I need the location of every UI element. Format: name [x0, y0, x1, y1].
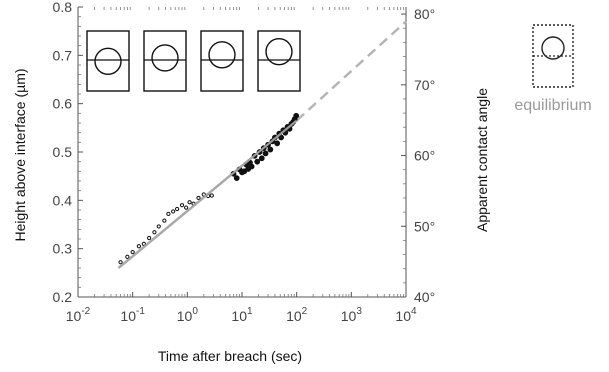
y-tick-label: 0.8 [53, 0, 73, 15]
x-tick-label: 100 [177, 306, 199, 324]
y2-tick-label: 70° [414, 77, 435, 93]
y2-tick-label: 60° [414, 148, 435, 164]
drop-circle-icon [208, 41, 236, 69]
x-tick-label: 10-1 [120, 306, 145, 324]
drop-inset [143, 30, 187, 92]
x-tick-label: 101 [231, 306, 253, 324]
inset-frame [86, 30, 130, 92]
data-point [267, 146, 274, 153]
x-tick-label: 102 [286, 306, 308, 324]
x-axis-label: Time after breach (sec) [158, 348, 302, 364]
data-point [248, 163, 255, 170]
plot-area [117, 20, 407, 269]
drop-insets [86, 30, 301, 92]
y-tick-label: 0.6 [53, 96, 73, 112]
data-point [262, 150, 269, 157]
data-point [233, 175, 240, 182]
y2-tick-label: 80° [414, 6, 435, 22]
y2-tick-label: 50° [414, 218, 435, 234]
equilibrium-drop-icon [541, 36, 565, 60]
drop-inset [200, 30, 244, 92]
data-point [179, 203, 185, 208]
y-tick-label: 0.2 [53, 289, 73, 305]
data-point [196, 195, 201, 201]
data-point [278, 134, 285, 141]
data-point [141, 241, 146, 246]
data-point [162, 218, 167, 223]
data-point [187, 200, 192, 205]
drop-inset [257, 30, 301, 92]
data-point [118, 260, 123, 265]
x-tick-label: 103 [341, 306, 363, 324]
data-point [136, 244, 141, 249]
data-point [209, 193, 214, 198]
equilibrium-label: equilibrium [514, 97, 591, 114]
data-point [171, 209, 176, 214]
x-axis: 10-2 10-1 100 101 102 103 104 [66, 7, 417, 324]
y-axis-left: 0.2 0.3 0.4 0.5 0.6 0.7 0.8 [53, 0, 83, 305]
data-point [125, 254, 130, 259]
extrapolation-line [295, 20, 407, 122]
drop-circle-icon [151, 44, 179, 72]
data-point [156, 224, 161, 229]
inset-frame [200, 30, 244, 92]
data-point [184, 205, 189, 210]
y2-axis-label: Apparent contact angle [474, 88, 490, 232]
equilibrium-inset: equilibrium [514, 24, 592, 114]
y-tick-label: 0.7 [53, 47, 73, 63]
drop-circle-icon [94, 47, 122, 75]
y2-tick-label: 40° [414, 289, 435, 305]
fit-line-overlay [117, 119, 298, 269]
y-tick-label: 0.4 [53, 192, 73, 208]
x-tick-label: 104 [395, 306, 417, 324]
drop-inset [86, 30, 130, 92]
data-point [175, 206, 180, 212]
data-point [258, 155, 265, 162]
y-axis-right: 40° 50° 60° 70° 80° [401, 6, 435, 305]
data-point [274, 140, 281, 147]
inset-frame [143, 30, 187, 92]
data-point [254, 158, 261, 165]
data-point [130, 249, 135, 255]
data-point [166, 211, 171, 216]
x-tick-label: 10-2 [66, 306, 91, 324]
y-tick-label: 0.3 [53, 241, 73, 257]
y-axis-label: Height above interface (µm) [12, 68, 28, 241]
data-point [152, 230, 157, 235]
data-point [293, 112, 300, 119]
data-point [147, 235, 152, 241]
inset-frame [257, 30, 301, 92]
drop-circle-icon [265, 37, 293, 66]
y-tick-label: 0.5 [53, 144, 73, 160]
